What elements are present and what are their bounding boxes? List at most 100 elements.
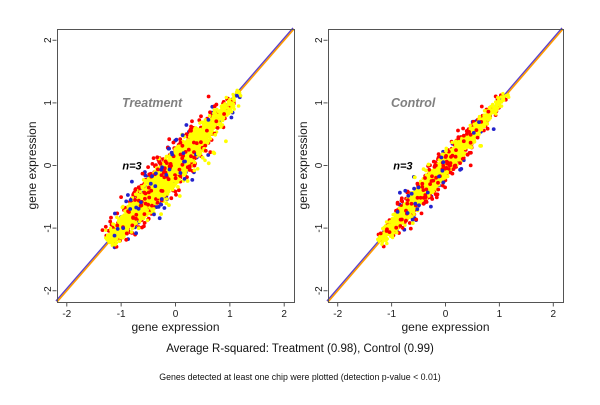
outlier-point [188, 168, 192, 172]
data-point [180, 156, 184, 160]
data-point [168, 168, 172, 172]
data-point [169, 196, 173, 200]
data-point [130, 224, 134, 228]
data-point [486, 127, 490, 131]
data-point [107, 239, 111, 243]
data-point [165, 197, 169, 201]
outlier-point [124, 200, 128, 204]
data-point [175, 164, 178, 167]
data-point [121, 226, 125, 230]
data-point [193, 129, 196, 132]
y-tick-label: 0 [43, 162, 54, 168]
data-point [230, 110, 234, 114]
data-point [211, 118, 215, 122]
data-point [437, 152, 441, 156]
outlier-point [172, 184, 176, 188]
data-point [144, 192, 148, 196]
data-point [177, 188, 181, 192]
data-point [104, 229, 107, 232]
data-point [231, 93, 234, 96]
data-point [227, 100, 230, 103]
data-point [222, 112, 226, 116]
data-point [139, 190, 142, 193]
data-point [141, 207, 145, 211]
data-point [113, 234, 117, 238]
data-point [149, 182, 153, 186]
n-annotation: n=3 [393, 161, 412, 173]
data-point [185, 123, 189, 127]
outlier-point [167, 147, 171, 151]
outlier-point [186, 179, 190, 183]
data-point [139, 218, 142, 221]
x-axis-label: gene expression [131, 320, 219, 334]
outlier-point [134, 231, 138, 235]
data-point [399, 207, 402, 210]
data-point [501, 92, 504, 95]
data-point [175, 156, 179, 160]
data-point [170, 153, 174, 157]
data-point [213, 104, 217, 108]
data-point [143, 212, 147, 216]
y-tick-label: -1 [43, 223, 54, 232]
data-point [152, 213, 156, 217]
data-point [230, 116, 234, 120]
outlier-point [192, 156, 196, 160]
outlier-point [129, 198, 133, 202]
data-point [159, 168, 163, 172]
data-point [109, 216, 113, 220]
data-point [130, 220, 133, 223]
outlier-point [157, 195, 161, 199]
y-tick-label: 0 [314, 162, 325, 168]
data-point [190, 178, 194, 182]
data-point [232, 96, 235, 99]
x-tick-label: -2 [62, 309, 71, 320]
data-point [120, 216, 124, 220]
data-point [134, 193, 137, 196]
outlier-point [213, 133, 217, 137]
data-point [492, 127, 496, 131]
outlier-point [152, 207, 156, 211]
data-point [178, 137, 182, 141]
data-point [139, 200, 143, 204]
data-point [115, 224, 119, 228]
outlier-point [189, 129, 193, 133]
data-point [206, 133, 209, 136]
data-point [115, 241, 118, 244]
data-point [130, 180, 134, 184]
data-point [178, 168, 182, 172]
data-point [104, 225, 108, 229]
data-point [174, 193, 178, 197]
data-point [106, 233, 110, 237]
data-point [137, 207, 141, 211]
data-point [146, 203, 150, 207]
outlier-point [201, 156, 205, 160]
data-point [158, 216, 162, 220]
y-tick-label: 2 [43, 37, 54, 43]
data-point [155, 188, 159, 192]
data-point [181, 144, 185, 148]
data-point [155, 177, 158, 180]
data-point [469, 151, 473, 155]
data-point [118, 221, 122, 225]
data-point [159, 189, 163, 193]
data-point [147, 191, 151, 195]
data-point [121, 236, 124, 239]
data-point [165, 161, 169, 165]
data-point [126, 217, 130, 221]
data-point [232, 102, 235, 105]
x-tick-label: 2 [551, 309, 557, 320]
data-point [154, 172, 158, 176]
data-point [225, 96, 228, 99]
data-point [196, 167, 200, 171]
outlier-point [178, 194, 182, 198]
data-point [101, 228, 105, 232]
data-point [146, 219, 150, 223]
data-point [198, 133, 201, 136]
outlier-point [160, 197, 164, 201]
data-point [157, 182, 161, 186]
outlier-point [113, 212, 117, 216]
data-point [134, 217, 138, 221]
